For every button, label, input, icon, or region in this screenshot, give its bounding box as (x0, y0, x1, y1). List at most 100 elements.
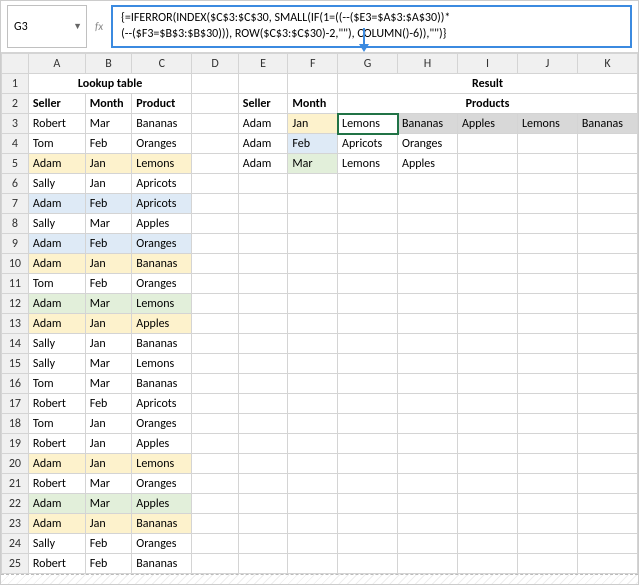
lookup-seller[interactable]: Sally (28, 334, 85, 354)
lookup-month[interactable]: Jan (85, 514, 132, 534)
lookup-month[interactable]: Feb (85, 554, 132, 574)
cell[interactable] (238, 214, 288, 234)
spreadsheet-grid[interactable]: A B C D E F G H I J K 1Lookup tableResul… (1, 53, 638, 574)
cell[interactable] (238, 554, 288, 574)
cell[interactable] (192, 354, 239, 374)
cell[interactable] (577, 354, 637, 374)
cell[interactable] (238, 374, 288, 394)
cell[interactable] (398, 274, 458, 294)
result-month[interactable]: Mar (288, 154, 338, 174)
cell[interactable] (288, 454, 338, 474)
lookup-product[interactable]: Bananas (132, 514, 192, 534)
cell[interactable] (457, 474, 517, 494)
lookup-product[interactable]: Oranges (132, 134, 192, 154)
result-product[interactable]: Lemons (338, 114, 398, 134)
cell[interactable] (517, 454, 577, 474)
cell[interactable] (398, 394, 458, 414)
lookup-product[interactable]: Apples (132, 494, 192, 514)
cell[interactable] (457, 454, 517, 474)
row-header[interactable]: 17 (2, 394, 29, 414)
cell[interactable] (457, 214, 517, 234)
lookup-product[interactable]: Apricots (132, 194, 192, 214)
cell[interactable] (398, 294, 458, 314)
lookup-month[interactable]: Mar (85, 474, 132, 494)
cell[interactable] (288, 474, 338, 494)
cell[interactable] (517, 174, 577, 194)
lookup-month[interactable]: Feb (85, 534, 132, 554)
cell[interactable] (457, 434, 517, 454)
lookup-seller[interactable]: Adam (28, 154, 85, 174)
cell[interactable] (457, 294, 517, 314)
lookup-month[interactable]: Jan (85, 154, 132, 174)
result-product[interactable] (457, 154, 517, 174)
cell[interactable] (192, 314, 239, 334)
header-product[interactable]: Product (132, 94, 192, 114)
cell[interactable] (238, 454, 288, 474)
row-header[interactable]: 15 (2, 354, 29, 374)
cell[interactable] (457, 334, 517, 354)
cell[interactable] (192, 454, 239, 474)
lookup-seller[interactable]: Adam (28, 514, 85, 534)
cell[interactable] (398, 314, 458, 334)
cell[interactable] (577, 314, 637, 334)
cell[interactable] (398, 374, 458, 394)
lookup-month[interactable]: Feb (85, 234, 132, 254)
cell[interactable] (338, 334, 398, 354)
cell[interactable] (288, 314, 338, 334)
cell[interactable] (338, 194, 398, 214)
cell[interactable] (398, 234, 458, 254)
row-header[interactable]: 25 (2, 554, 29, 574)
cell[interactable] (577, 214, 637, 234)
cell[interactable] (288, 334, 338, 354)
cell[interactable] (288, 494, 338, 514)
cell[interactable] (517, 254, 577, 274)
cell[interactable] (288, 354, 338, 374)
lookup-product[interactable]: Lemons (132, 354, 192, 374)
row-header[interactable]: 22 (2, 494, 29, 514)
cell[interactable] (338, 454, 398, 474)
result-title[interactable]: Result (338, 74, 638, 94)
col-header[interactable]: C (132, 54, 192, 74)
cell[interactable] (577, 534, 637, 554)
cell[interactable] (192, 194, 239, 214)
cell[interactable] (457, 494, 517, 514)
cell[interactable] (288, 254, 338, 274)
cell[interactable] (338, 494, 398, 514)
cell[interactable] (338, 434, 398, 454)
lookup-month[interactable]: Mar (85, 354, 132, 374)
cell[interactable] (192, 274, 239, 294)
result-product[interactable]: Lemons (517, 114, 577, 134)
cell[interactable] (238, 334, 288, 354)
cell[interactable] (577, 374, 637, 394)
lookup-product[interactable]: Apples (132, 214, 192, 234)
lookup-month[interactable]: Jan (85, 434, 132, 454)
row-header[interactable]: 2 (2, 94, 29, 114)
cell[interactable] (457, 234, 517, 254)
result-product[interactable]: Apples (398, 154, 458, 174)
cell[interactable] (238, 434, 288, 454)
row-header[interactable]: 5 (2, 154, 29, 174)
col-header[interactable]: J (517, 54, 577, 74)
lookup-month[interactable]: Mar (85, 494, 132, 514)
cell[interactable] (517, 354, 577, 374)
cell[interactable] (457, 374, 517, 394)
lookup-product[interactable]: Apricots (132, 174, 192, 194)
lookup-seller[interactable]: Sally (28, 354, 85, 374)
cell[interactable] (338, 254, 398, 274)
lookup-month[interactable]: Jan (85, 334, 132, 354)
result-seller[interactable]: Adam (238, 134, 288, 154)
result-product[interactable]: Apricots (338, 134, 398, 154)
cell[interactable] (457, 394, 517, 414)
lookup-product[interactable]: Lemons (132, 454, 192, 474)
lookup-seller[interactable]: Adam (28, 454, 85, 474)
cell[interactable] (577, 254, 637, 274)
lookup-month[interactable]: Jan (85, 254, 132, 274)
lookup-seller[interactable]: Adam (28, 254, 85, 274)
result-product[interactable]: Apples (457, 114, 517, 134)
cell[interactable] (338, 554, 398, 574)
cell[interactable] (238, 354, 288, 374)
col-header[interactable]: D (192, 54, 239, 74)
cell[interactable] (192, 374, 239, 394)
lookup-month[interactable]: Jan (85, 314, 132, 334)
cell[interactable] (398, 334, 458, 354)
